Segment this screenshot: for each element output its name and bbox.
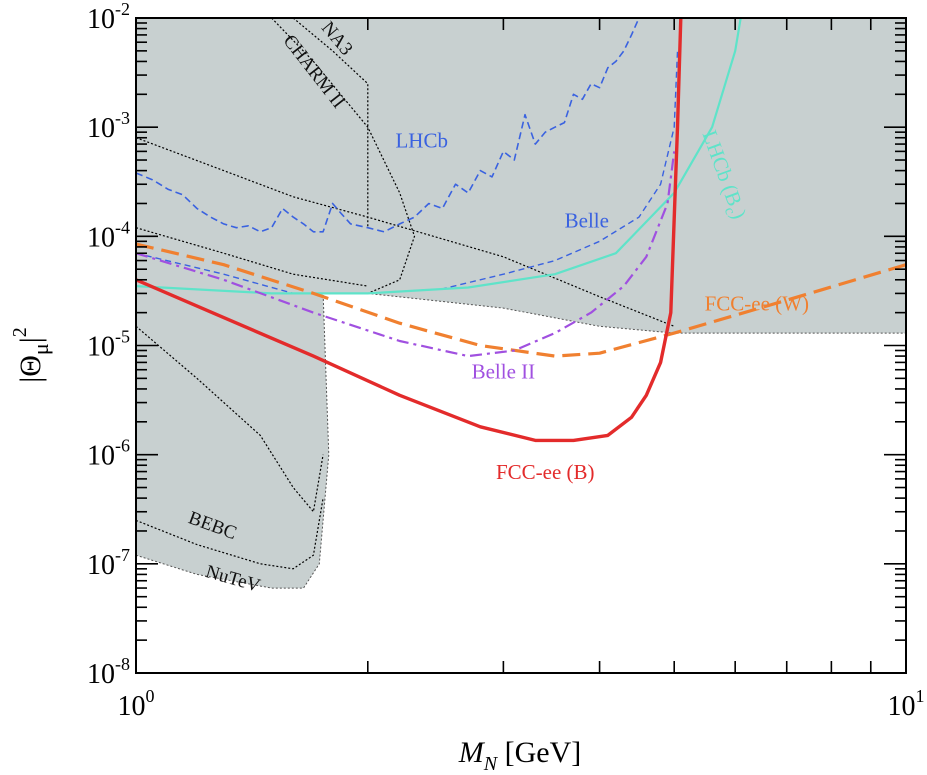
series-fcc-ee-w — [136, 242, 906, 358]
constraint-delphi — [136, 227, 368, 287]
curve-label-lhcb: LHCb — [395, 129, 448, 153]
x-axis-label: MN [GeV] — [458, 736, 581, 775]
y-tick-label: 10-6 — [87, 436, 130, 472]
series-lhcb-bc — [136, 18, 742, 295]
constraint-bebc — [136, 325, 324, 514]
y-axis-label: |Θμ|2 — [9, 327, 53, 382]
constraint-ps191 — [136, 137, 675, 327]
constraint-na3 — [292, 18, 369, 228]
y-tick-label: 10-3 — [87, 108, 130, 144]
y-tick-label: 10-8 — [87, 654, 130, 690]
y-tick-label: 10-2 — [87, 0, 130, 35]
background-constraints-layer — [136, 18, 675, 570]
excluded-region-layer — [136, 18, 906, 589]
series-fcc-ee-b — [136, 18, 683, 443]
series-belle — [136, 50, 679, 295]
x-tick-label: 101 — [888, 686, 925, 722]
x-tick-label: 100 — [118, 686, 155, 722]
curve-label-fcc-ee-w: FCC-ee (W) — [705, 291, 809, 315]
curve-label-belle: Belle — [565, 209, 609, 233]
curve-label-belle-ii: Belle II — [472, 359, 536, 383]
y-tick-label: 10-5 — [87, 327, 130, 363]
axes-layer — [135, 17, 907, 674]
constraint-nutev — [136, 497, 324, 570]
y-tick-label: 10-7 — [87, 545, 130, 581]
excluded-region — [136, 18, 906, 589]
series-belle-ii — [136, 151, 676, 358]
series-layer — [136, 18, 906, 443]
y-tick-label: 10-4 — [87, 217, 130, 253]
constraint-charm-ii — [271, 18, 416, 294]
curve-label-fcc-ee-b: FCC-ee (B) — [496, 460, 595, 484]
